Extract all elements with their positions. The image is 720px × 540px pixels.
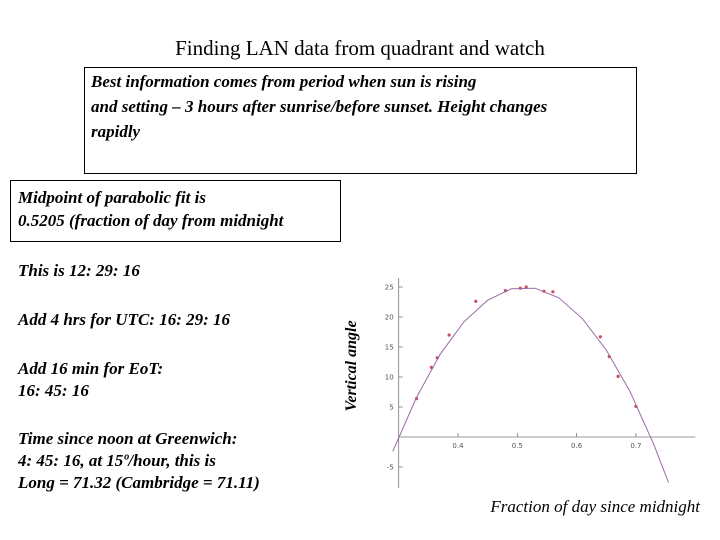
note-line: Add 4 hrs for UTC: 16: 29: 16 xyxy=(18,310,231,329)
x-axis-label: Fraction of day since midnight xyxy=(489,497,701,516)
note-line: 16: 45: 16 xyxy=(18,381,89,400)
y-tick-label: 25 xyxy=(385,284,394,292)
note-line: Add 16 min for EoT: xyxy=(18,359,164,378)
x-tick-label: 0.6 xyxy=(571,442,583,450)
midpoint-line: Midpoint of parabolic fit is xyxy=(18,188,206,207)
x-tick-label: 0.5 xyxy=(512,442,523,450)
y-tick-label: -5 xyxy=(387,464,394,472)
slide-title: Finding LAN data from quadrant and watch xyxy=(175,36,545,60)
y-axis-label: Vertical angle xyxy=(343,320,360,411)
fit-curve xyxy=(392,287,669,483)
x-tick-label: 0.7 xyxy=(630,442,641,450)
y-tick-label: 15 xyxy=(385,344,394,352)
note-line: Long = 71.32 (Cambridge = 71.11) xyxy=(18,473,260,492)
data-point xyxy=(616,374,620,378)
info-box xyxy=(84,67,637,174)
info-line: rapidly xyxy=(91,122,141,141)
data-point xyxy=(524,285,528,289)
info-line: and setting – 3 hours after sunrise/befo… xyxy=(91,97,548,116)
data-point xyxy=(474,299,478,303)
note-line: 4: 45: 16, at 15º/hour, this is xyxy=(18,451,216,470)
note-line: Time since noon at Greenwich: xyxy=(18,429,238,448)
note-line: This is 12: 29: 16 xyxy=(18,261,140,280)
data-point xyxy=(551,290,555,294)
y-tick-label: 20 xyxy=(385,314,394,322)
data-point xyxy=(598,335,602,339)
y-tick-label: 5 xyxy=(389,404,393,412)
data-point xyxy=(447,333,451,337)
x-tick-label: 0.4 xyxy=(452,442,464,450)
midpoint-box xyxy=(10,180,341,242)
y-tick-label: 10 xyxy=(385,374,394,382)
info-line: Best information comes from period when … xyxy=(91,72,477,91)
midpoint-line: 0.5205 (fraction of day from midnight xyxy=(18,211,284,230)
